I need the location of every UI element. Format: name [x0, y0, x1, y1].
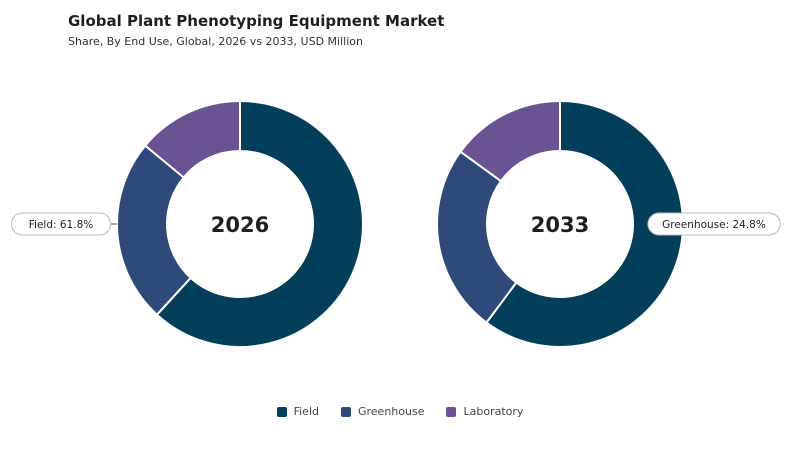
- callout-box-2033: [647, 212, 781, 236]
- slice-2026-field[interactable]: [155, 99, 364, 348]
- slice-2033-field[interactable]: [485, 99, 684, 348]
- center-label-2026: 2026: [211, 213, 269, 237]
- slice-2026-greenhouse[interactable]: [116, 144, 193, 317]
- chart-subtitle: Share, By End Use, Global, 2026 vs 2033,…: [68, 35, 363, 48]
- slice-2033-laboratory[interactable]: [459, 99, 561, 183]
- legend-item-laboratory[interactable]: Laboratory: [446, 405, 523, 418]
- slice-2026-laboratory[interactable]: [143, 99, 241, 179]
- legend-item-greenhouse[interactable]: Greenhouse: [340, 405, 425, 418]
- legend-label-field: Field: [293, 405, 319, 418]
- legend: Field Greenhouse Laboratory: [0, 405, 800, 418]
- legend-swatch-field: [276, 406, 287, 417]
- legend-swatch-greenhouse: [340, 406, 351, 417]
- legend-item-field[interactable]: Field: [276, 405, 319, 418]
- callout-box-2026: [10, 212, 112, 236]
- callout-label-2033: Greenhouse: 24.8%: [662, 219, 766, 231]
- legend-label-greenhouse: Greenhouse: [357, 405, 425, 418]
- center-label-2033: 2033: [531, 213, 589, 237]
- callout-label-2026: Field: 61.8%: [29, 219, 93, 231]
- legend-swatch-laboratory: [446, 406, 457, 417]
- slice-2033-greenhouse[interactable]: [436, 150, 518, 324]
- legend-label-laboratory: Laboratory: [463, 405, 524, 418]
- chart-title: Global Plant Phenotyping Equipment Marke…: [68, 12, 445, 30]
